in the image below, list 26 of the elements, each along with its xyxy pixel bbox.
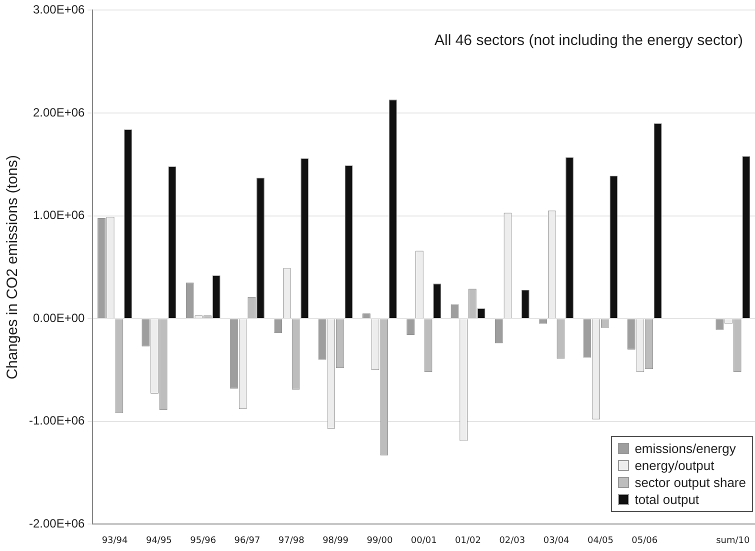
x-tick-label: 01/02 [455,536,481,546]
x-tick-label: 04/05 [587,536,614,546]
x-tick-label: 99/00 [366,536,393,546]
x-tick-label: 94/95 [146,536,172,546]
x-tick-label: 02/03 [499,536,526,546]
y-tick-label: -1.00E+06 [28,414,86,428]
x-tick-label: 98/99 [322,536,349,546]
legend-label: emissions/energy [634,440,736,458]
y-tick-label: 3.00E+06 [32,2,86,17]
legend-label: sector output share [634,474,746,492]
y-axis-title: Changes in CO2 emissions (tons) [4,155,22,380]
x-tick-label: 97/98 [278,536,305,546]
y-tick-label: -2.00E+06 [28,516,86,531]
x-tick-label: 93/94 [102,536,128,546]
y-tick-label: 2.00E+06 [32,105,86,120]
y-tick-label: 0.00E+00 [32,310,86,325]
text: All 46 sectors (not including the energy sector) [434,32,743,50]
x-tick-label: 03/04 [543,536,570,546]
y-tick-label: 1.00E+06 [32,208,86,222]
x-tick-label: 00/01 [410,536,437,546]
x-tick-label: 95/96 [190,536,216,546]
x-tick-label: sum/10 [716,536,750,546]
x-tick-label: 05/06 [632,536,658,546]
legend-label: total output [634,491,700,508]
legend-label: energy/output [634,457,714,474]
x-tick-label: 96/97 [234,536,260,546]
